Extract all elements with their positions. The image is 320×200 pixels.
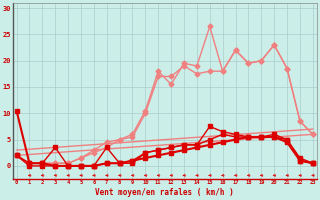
X-axis label: Vent moyen/en rafales ( km/h ): Vent moyen/en rafales ( km/h ) — [95, 188, 234, 197]
